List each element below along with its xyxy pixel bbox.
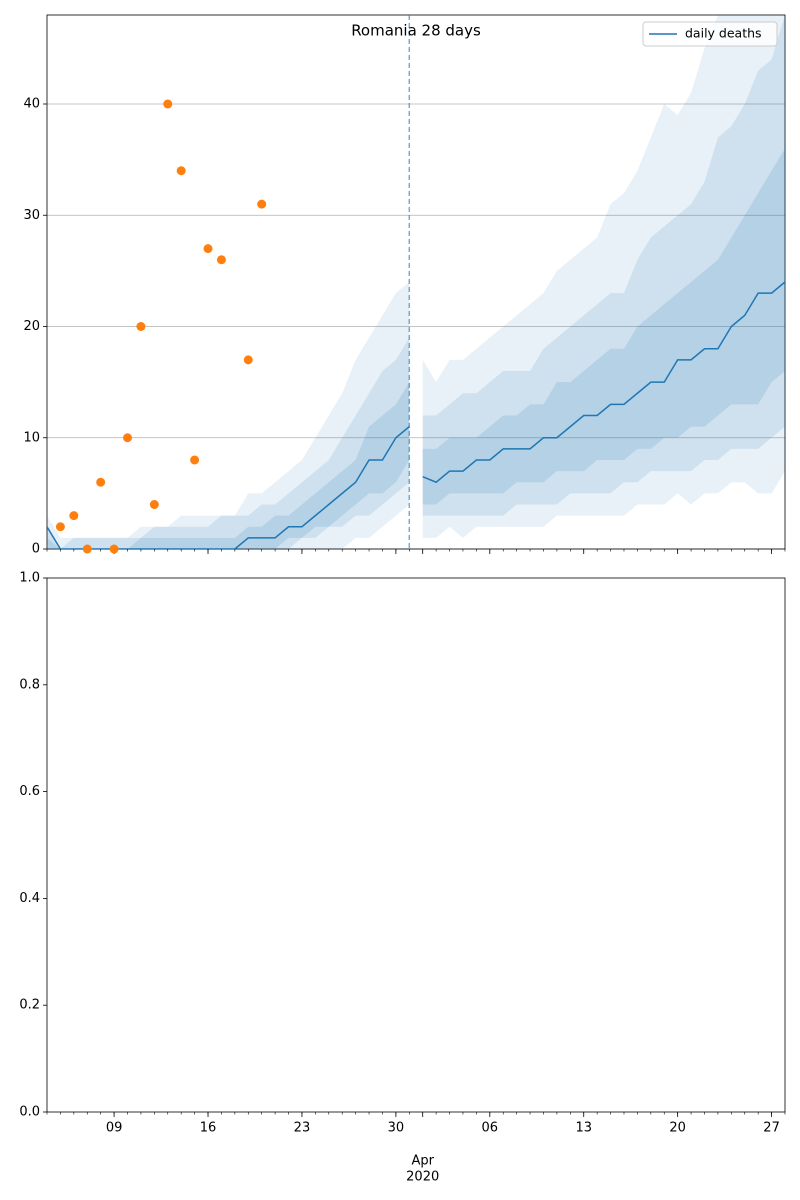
- x-tick-label: 09: [106, 1121, 123, 1136]
- observed-point: [176, 166, 186, 176]
- x-tick-label: Apr: [411, 1154, 434, 1169]
- uncertainty-band: [47, 282, 410, 549]
- y-tick-label: 40: [23, 97, 40, 112]
- observed-point: [55, 522, 65, 532]
- observed-point: [69, 511, 79, 521]
- observed-point: [257, 199, 267, 209]
- y-tick-label: 30: [23, 208, 40, 223]
- legend-box: [642, 21, 778, 47]
- x-tick-sublabel: 2020: [406, 1170, 439, 1185]
- uncertainty-band: [47, 337, 410, 549]
- uncertainty-band: [47, 382, 410, 549]
- legend-label: daily deaths: [685, 26, 762, 41]
- x-tick-label: 20: [669, 1121, 686, 1136]
- axes-frame: [46, 577, 786, 1113]
- chart-title: Romania 28 days: [351, 22, 481, 40]
- x-tick-label: 13: [575, 1121, 592, 1136]
- observed-point: [190, 455, 200, 465]
- observed-point: [149, 500, 159, 509]
- y-tick-label: 0.0: [19, 1105, 40, 1120]
- observed-point: [109, 544, 119, 554]
- y-tick-label: 0: [32, 542, 40, 557]
- x-tick-label: 23: [294, 1121, 311, 1136]
- observed-point: [243, 355, 253, 365]
- y-tick-label: 0.2: [19, 998, 40, 1013]
- series-line: [422, 281, 785, 484]
- y-tick-label: 0.4: [19, 891, 40, 906]
- x-tick-label: 16: [200, 1121, 217, 1136]
- uncertainty-band: [422, 148, 785, 505]
- observed-point: [216, 255, 226, 265]
- y-tick-label: 0.8: [19, 677, 40, 692]
- uncertainty-band: [422, 15, 785, 516]
- x-tick-label: 06: [482, 1121, 499, 1136]
- observed-point: [96, 477, 106, 487]
- y-tick-label: 0.6: [19, 784, 40, 799]
- x-tick-label: 27: [763, 1121, 780, 1136]
- y-tick-label: 1.0: [19, 571, 40, 586]
- observed-point: [203, 244, 213, 254]
- series-line: [47, 426, 410, 549]
- plot-area: [47, 15, 785, 549]
- x-tick-label: 30: [388, 1121, 405, 1136]
- y-tick-label: 10: [23, 430, 40, 445]
- observed-point: [136, 322, 146, 331]
- observed-point: [163, 99, 173, 109]
- y-tick-label: 20: [23, 319, 40, 334]
- uncertainty-band: [422, 15, 785, 538]
- observed-point: [82, 544, 92, 554]
- observed-point: [123, 433, 133, 443]
